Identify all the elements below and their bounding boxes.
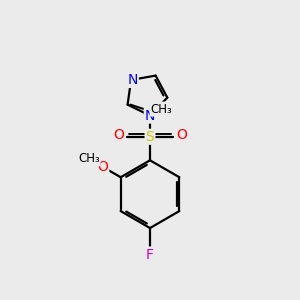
Text: F: F (146, 248, 154, 262)
Text: N: N (145, 109, 155, 122)
Text: CH₃: CH₃ (151, 103, 172, 116)
Text: O: O (98, 160, 108, 174)
Text: CH₃: CH₃ (78, 152, 100, 165)
Text: S: S (146, 130, 154, 144)
Text: O: O (176, 128, 187, 142)
Text: O: O (113, 128, 124, 142)
Text: N: N (128, 73, 138, 87)
